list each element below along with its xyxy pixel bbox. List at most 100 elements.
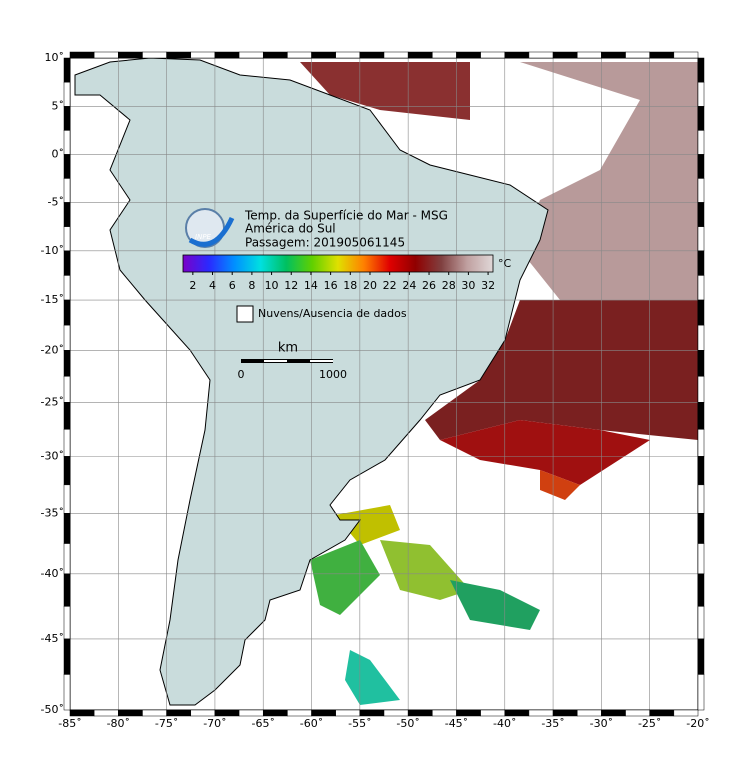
frame-segment — [63, 178, 71, 203]
x-tick-label: -75˚ — [155, 717, 178, 730]
frame-segment — [69, 51, 95, 59]
x-tick-label: -65˚ — [251, 717, 274, 730]
frame-segment — [335, 51, 361, 59]
frame-segment — [63, 275, 71, 301]
frame-segment — [63, 674, 71, 711]
x-tick-label: -55˚ — [348, 717, 371, 730]
sst-patch — [380, 540, 470, 600]
frame-segment — [214, 51, 240, 59]
colorbar-tick-label: 14 — [304, 279, 318, 292]
legend-swatch — [236, 305, 254, 323]
frame-segment — [649, 51, 675, 59]
logo-arrow — [188, 216, 235, 247]
y-tick-label: -20˚ — [41, 343, 64, 356]
colorbar-tick-label: 18 — [343, 279, 357, 292]
frame-segment — [697, 250, 705, 276]
colorbar-tick-label: 26 — [422, 279, 436, 292]
colorbar-tick-label: 30 — [461, 279, 475, 292]
frame-segment — [697, 429, 705, 457]
x-tick-label: -80˚ — [107, 717, 130, 730]
frame-segment — [552, 51, 578, 59]
frame-segment — [359, 709, 385, 717]
scale-start: 0 — [238, 368, 245, 381]
title: Temp. da Superfície do Mar - MSG — [244, 209, 448, 223]
sst-patch — [540, 470, 580, 500]
scale-bar — [264, 360, 287, 362]
frame-segment — [697, 202, 705, 227]
colorbar-tick-label: 10 — [265, 279, 279, 292]
frame-segment — [287, 51, 312, 59]
frame-segment — [63, 324, 71, 351]
logo-text: INPE — [195, 233, 212, 241]
sst-patch — [300, 62, 470, 120]
frame-segment — [407, 709, 433, 717]
frame-segment — [63, 376, 71, 403]
frame-segment — [63, 130, 71, 155]
colorbar-tick-label: 22 — [383, 279, 397, 292]
frame-segment — [697, 350, 705, 377]
frame-segment — [63, 226, 71, 252]
frame-segment — [697, 106, 705, 131]
frame-segment — [528, 709, 554, 717]
sst-patch — [440, 420, 650, 485]
frame-segment — [697, 513, 705, 544]
frame-segment — [287, 709, 312, 717]
frame-segment — [166, 51, 192, 59]
frame-segment — [697, 456, 705, 486]
frame-segment — [576, 51, 602, 59]
sst-field — [300, 62, 698, 705]
frame-segment — [63, 106, 71, 131]
frame-segment — [697, 573, 705, 607]
y-tick-label: -5˚ — [48, 195, 64, 208]
frame-segment — [480, 709, 506, 717]
frame-segment — [480, 51, 506, 59]
x-tick-label: -35˚ — [541, 717, 564, 730]
sst-patch — [310, 540, 380, 615]
frame-segment — [697, 638, 705, 675]
frame-segment — [432, 709, 457, 717]
y-tick-label: -40˚ — [41, 567, 64, 580]
frame-segment — [166, 709, 192, 717]
y-tick-label: -35˚ — [41, 506, 64, 519]
frame-segment — [697, 543, 705, 575]
frame-segment — [238, 51, 264, 59]
frame-segment — [649, 709, 675, 717]
sst-patch — [425, 300, 698, 440]
frame-segment — [118, 51, 143, 59]
frame-segment — [63, 513, 71, 544]
frame-segment — [63, 402, 71, 430]
colorbar-unit: °C — [498, 257, 512, 270]
y-tick-label: 5˚ — [52, 99, 65, 112]
frame-segment — [432, 51, 457, 59]
frame-segment — [214, 709, 240, 717]
sst-patch — [520, 62, 698, 300]
frame-segment — [63, 638, 71, 675]
legend-text: Nuvens/Ausencia de dados — [258, 307, 407, 320]
x-tick-label: -30˚ — [590, 717, 613, 730]
colorbar-tick-label: 24 — [402, 279, 416, 292]
y-tick-label: -30˚ — [41, 449, 64, 462]
frame-segment — [118, 709, 143, 717]
frame-segment — [697, 178, 705, 203]
x-tick-label: -70˚ — [203, 717, 226, 730]
colorbar-tick-label: 12 — [284, 279, 298, 292]
frame-segment — [697, 154, 705, 179]
frame-segment — [673, 51, 699, 59]
frame-segment — [697, 376, 705, 403]
frame-segment — [601, 51, 626, 59]
frame-segment — [311, 51, 336, 59]
frame-segment — [697, 324, 705, 351]
y-tick-label: 0˚ — [52, 147, 65, 160]
frame-segment — [93, 709, 119, 717]
x-tick-label: -45˚ — [445, 717, 468, 730]
frame-segment — [697, 299, 705, 326]
frame-segment — [697, 130, 705, 155]
frame-segment — [63, 543, 71, 575]
frame-segment — [63, 57, 71, 83]
frame-segment — [63, 154, 71, 179]
frame-segment — [697, 484, 705, 514]
frame-segment — [63, 573, 71, 607]
frame-segment — [63, 81, 71, 107]
frame-segment — [63, 484, 71, 514]
